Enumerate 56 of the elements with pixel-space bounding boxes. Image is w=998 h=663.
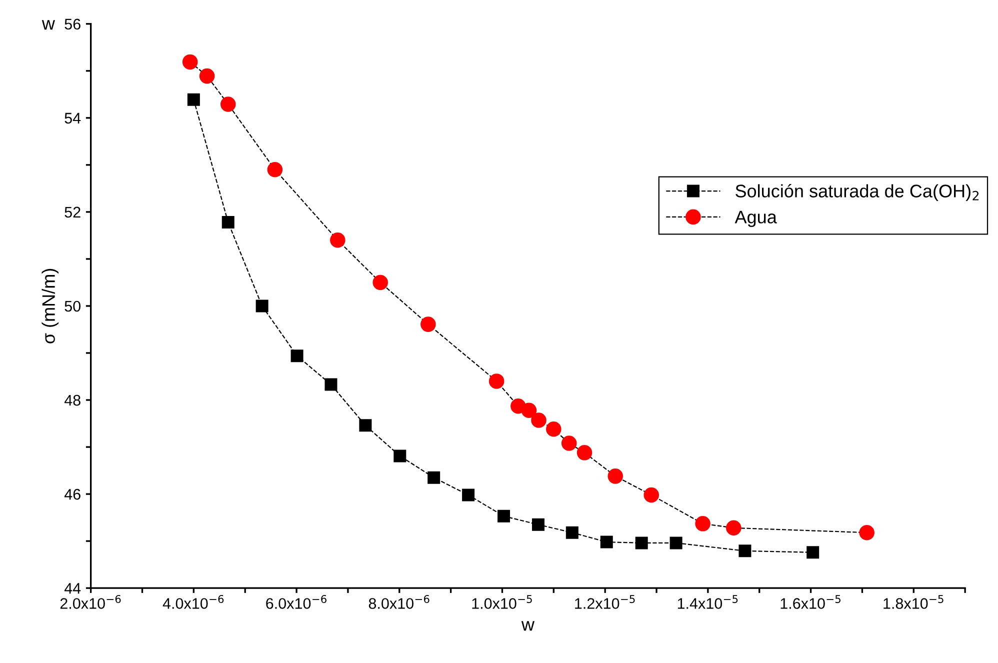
point [187,93,200,106]
y-tick-label: 54 [64,112,81,124]
point [428,471,440,484]
point [359,419,372,432]
x-tick-label: 2.0x10$^{−6}$ [60,594,121,609]
point [199,68,215,84]
y-axis-title: σ (mN/m) [42,268,59,344]
point [256,300,268,312]
point [600,536,613,548]
point [182,54,198,70]
point [532,518,544,531]
point [670,536,682,550]
x-tick-label: 8.0x10$^{−6}$ [368,594,430,609]
legend-label: Solución saturada de Ca(OH)$_{2}$ [736,184,979,202]
point [222,216,234,229]
point [576,445,592,460]
point [726,520,742,536]
x-tick-label: 1.2x10$^{−5}$ [575,595,635,609]
point [644,487,660,503]
y-tick-label: 44 [64,583,81,594]
point [394,450,406,462]
point [267,162,283,178]
y-tick-label: 50 [64,300,80,312]
point [635,536,648,550]
point [420,316,436,332]
point [806,546,820,559]
y-tick-label: 56 [64,18,80,30]
point [324,378,338,391]
x-axis-title: w [521,621,535,631]
x-tick-label: 4.0x10$^{−6}$ [162,594,224,609]
x-tick-label: 1.0x10$^{−5}$ [472,595,532,609]
point [859,524,874,540]
legend-label: Agua [734,210,777,228]
point [498,510,510,522]
point [566,526,578,539]
point [372,274,388,290]
x-tick-label: 6.0x10$^{−6}$ [266,594,326,609]
y-tick-label: 52 [64,206,80,218]
y-tick-label: 48 [64,394,80,406]
text: w [42,20,55,30]
x-tick-label: 1.6x10$^{−5}$ [780,595,840,609]
point [330,232,346,248]
point [695,516,710,532]
point [561,436,577,451]
point [462,488,475,502]
point [608,468,624,484]
point [488,374,504,389]
point [738,544,752,558]
x-tick-label: 1.8x10$^{−5}$ [884,595,944,609]
point [521,402,537,418]
x-tick-label: 1.4x10$^{−5}$ [678,595,738,609]
y-tick-label: 46 [64,488,80,500]
point [546,422,562,437]
point [531,412,546,428]
point [220,96,236,112]
point [290,350,304,362]
